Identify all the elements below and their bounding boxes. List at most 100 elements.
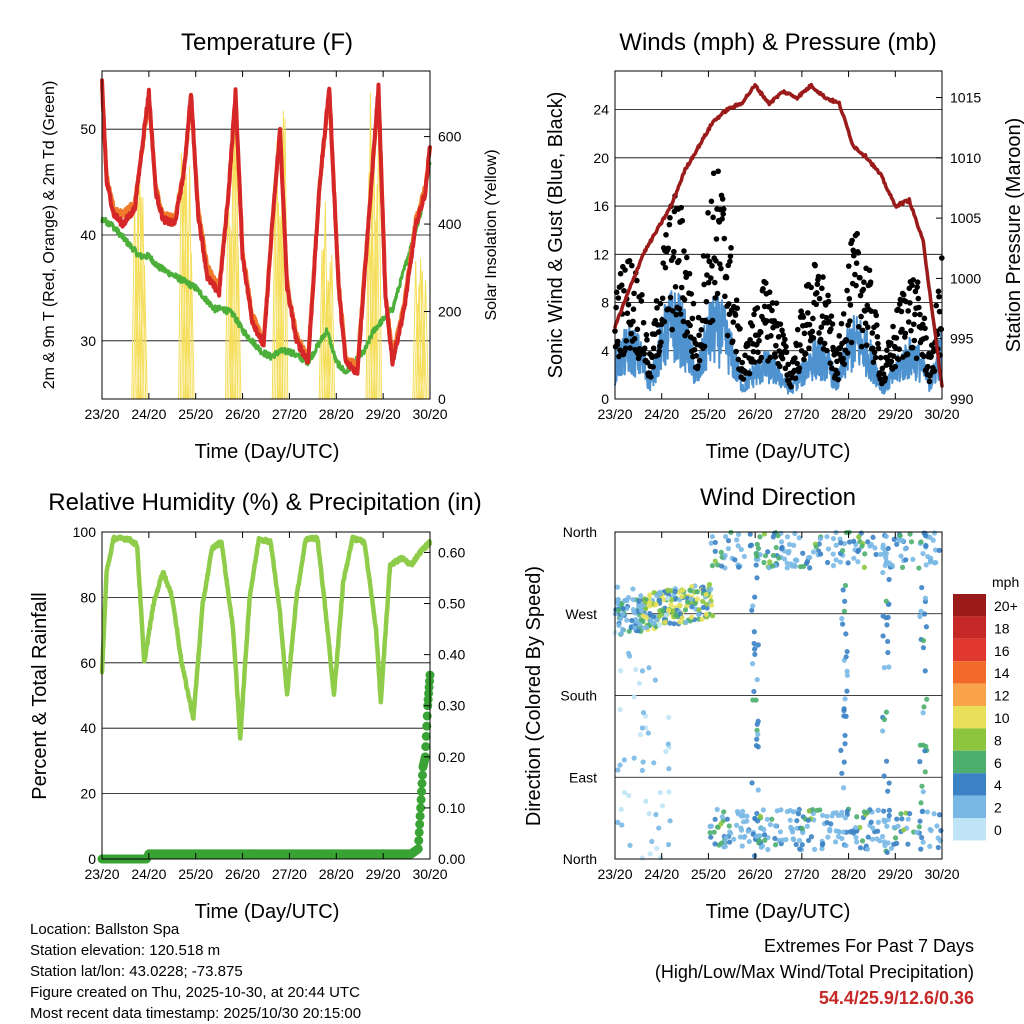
gust-point (844, 350, 851, 356)
gust-point (846, 295, 853, 302)
direction-point (752, 815, 758, 821)
solar-insolation-spike (139, 197, 147, 400)
direction-point (886, 576, 892, 583)
gust-point (708, 275, 714, 281)
gust-point (713, 257, 719, 264)
direction-point (921, 611, 928, 617)
direction-point (755, 545, 762, 552)
humidity-xtick-label: 24/20 (131, 866, 166, 882)
gust-point (630, 306, 637, 312)
direction-point (844, 688, 850, 694)
direction-point (881, 808, 887, 814)
direction-point (665, 587, 671, 594)
direction-point (718, 563, 725, 569)
direction-point (839, 770, 845, 776)
direction-point (922, 769, 928, 775)
rainfall-point (421, 731, 431, 741)
gust-point (739, 359, 746, 366)
winds-xtick-label: 28/20 (831, 406, 866, 422)
gust-point (875, 345, 882, 352)
gust-point (704, 272, 710, 278)
pressure-rtick-label: 995 (950, 331, 974, 347)
direction-point (646, 811, 652, 817)
rainfall-point (418, 770, 428, 780)
direction-point (852, 824, 859, 831)
gust-point (663, 232, 669, 238)
winds-xtick-label: 29/20 (878, 406, 913, 422)
gust-point (854, 230, 860, 237)
direction-point (934, 823, 940, 829)
winds-ytick-label: 4 (601, 343, 609, 359)
gust-point (760, 285, 766, 292)
insolation-rtick-label: 0 (438, 391, 446, 407)
direction-point (917, 613, 923, 620)
direction-point (754, 575, 760, 581)
direction-point (800, 563, 807, 570)
direction-point (916, 824, 922, 830)
humidity-xtick-label: 27/20 (272, 866, 307, 882)
gust-point (676, 305, 683, 312)
gust-point (634, 326, 641, 333)
direction-point (625, 650, 632, 656)
gust-point (641, 350, 647, 357)
gust-point (659, 295, 666, 302)
gust-point (798, 347, 805, 354)
direction-point (632, 625, 638, 631)
gust-point (695, 363, 701, 369)
direction-point (656, 597, 663, 603)
direction-point (825, 546, 832, 552)
gust-point (726, 311, 733, 318)
direction-point (654, 845, 660, 851)
insolation-ylabel: Solar Insolation (Yellow) (483, 149, 500, 320)
direction-point (652, 677, 658, 683)
humidity-ytick-label: 40 (80, 720, 96, 736)
gust-point (696, 332, 702, 339)
gust-point (834, 370, 841, 377)
gust-point (687, 322, 693, 329)
direction-point (919, 834, 925, 841)
gust-point (745, 342, 751, 349)
direction-point (914, 829, 920, 835)
direction-point (818, 551, 824, 557)
gust-point (902, 330, 909, 337)
direction-point (881, 551, 887, 557)
gust-point (860, 286, 867, 293)
gust-point (615, 295, 622, 301)
direction-point (758, 844, 764, 850)
direction-point (775, 533, 781, 539)
direction-point (636, 680, 643, 686)
direction-point (754, 553, 760, 559)
direction-point (920, 645, 927, 651)
rainfall-point (417, 778, 427, 788)
direction-point (647, 851, 653, 857)
direction-xtick-label: 26/20 (738, 866, 773, 882)
direction-point (843, 529, 849, 536)
gust-point (773, 300, 780, 307)
humidity-xtick-label: 28/20 (319, 866, 354, 882)
gust-point (808, 284, 814, 291)
gust-point (847, 318, 853, 324)
rainfall-rtick-label: 0.50 (438, 596, 465, 612)
direction-point (870, 825, 876, 831)
gust-point (723, 274, 730, 281)
gust-point (665, 245, 672, 252)
direction-point (665, 741, 671, 747)
gust-point (819, 285, 825, 292)
direction-point (888, 845, 895, 852)
direction-point (700, 604, 706, 611)
direction-point (653, 811, 659, 818)
gust-point (710, 214, 716, 221)
legend-label: 10 (994, 710, 1010, 726)
direction-point (897, 533, 903, 539)
direction-point (761, 826, 767, 833)
direction-point (740, 808, 746, 814)
gust-point (704, 253, 711, 259)
direction-point (843, 654, 849, 660)
direction-point (750, 697, 756, 703)
winds-ytick-label: 20 (593, 150, 609, 166)
direction-point (754, 810, 760, 817)
direction-panel: Wind Direction Time (Day/UTC) Direction … (523, 484, 1019, 923)
gust-point (816, 330, 822, 336)
gust-point (806, 321, 813, 328)
